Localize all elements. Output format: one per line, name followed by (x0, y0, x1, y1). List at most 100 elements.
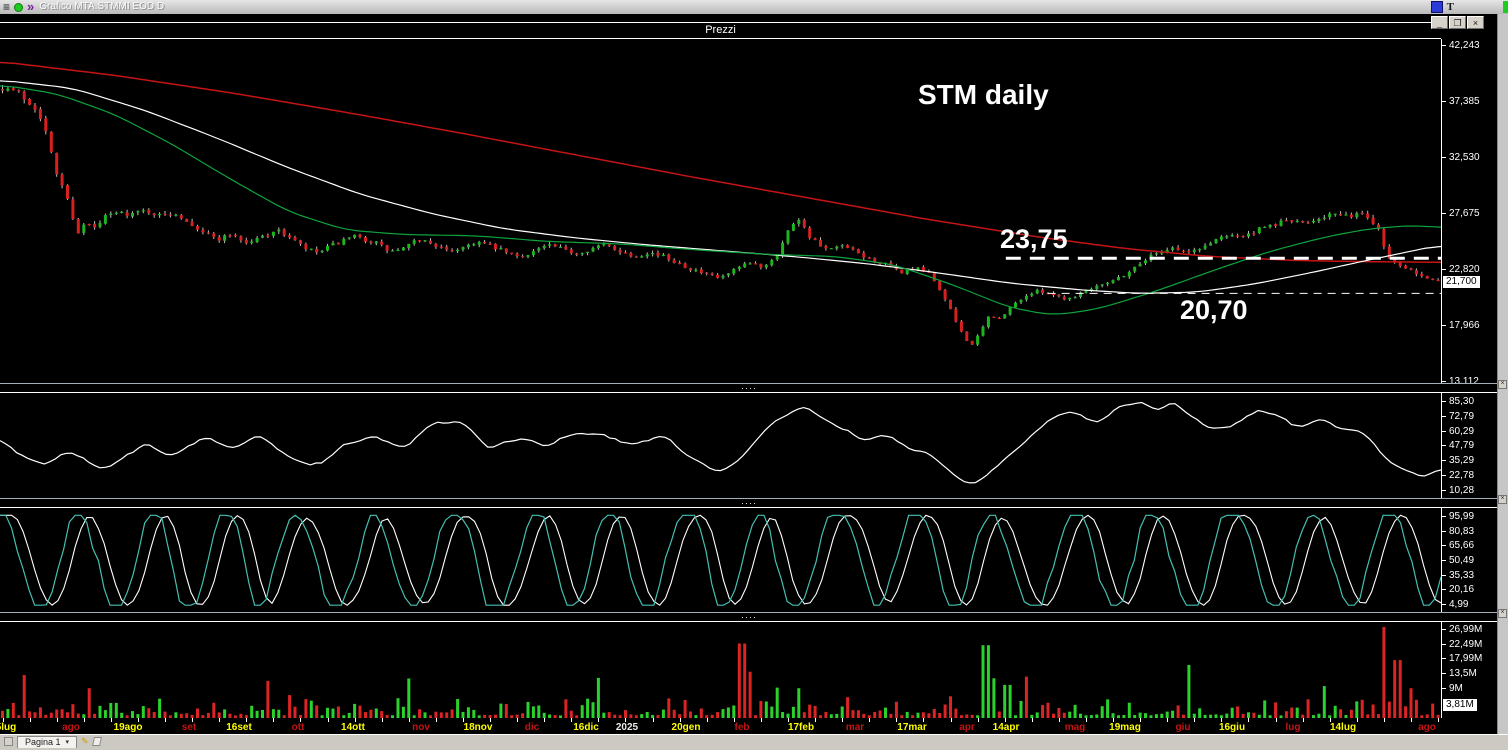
date-tick (1167, 718, 1168, 722)
price-chart[interactable] (0, 39, 1441, 383)
date-tick (1330, 718, 1331, 722)
rsi-axis-label: 85,30 (1449, 396, 1475, 407)
volume-axis-label: 13,5M (1449, 668, 1477, 679)
volume-axis-tick (1442, 658, 1446, 659)
date-tick (355, 718, 356, 722)
rsi-axis-label: 22,78 (1449, 470, 1475, 481)
stoch-axis-tick (1442, 531, 1446, 532)
rsi-axis-tick (1442, 401, 1446, 402)
date-tick (1384, 718, 1385, 722)
date-tick (653, 718, 654, 722)
stochastic-plot[interactable] (0, 508, 1441, 612)
date-label: 17mar (897, 722, 927, 733)
date-tick (273, 718, 274, 722)
stochastic-panel: 95,99 80,83 65,66 50,49 35,33 20,16 4,99 (0, 508, 1497, 612)
date-tick (734, 718, 735, 722)
panel-splitter[interactable] (0, 498, 1497, 508)
menu-icon[interactable]: ≡ (3, 0, 11, 14)
level-label-2070: 20,70 (1180, 295, 1248, 325)
volume-chart[interactable] (0, 622, 1441, 718)
minimize-button[interactable]: _ (1431, 16, 1448, 29)
date-axis[interactable]: 5lug ago 19ago set 16set ott 14ott nov 18nov dic 1… (0, 718, 1497, 734)
rsi-plot[interactable] (0, 393, 1441, 498)
price-panel-title: Prezzi (705, 24, 736, 36)
date-label: 14ott (341, 722, 365, 733)
date-tick (842, 718, 843, 722)
date-tick (111, 718, 112, 722)
date-tick (1032, 718, 1033, 722)
volume-plot[interactable] (0, 622, 1441, 718)
date-tick (978, 718, 979, 722)
stoch-axis-tick (1442, 575, 1446, 576)
rsi-axis-tick (1442, 445, 1446, 446)
maximize-button[interactable]: ❐ (1449, 16, 1466, 29)
volume-axis-tick (1442, 688, 1446, 689)
window-title: Grafico MTA.STMMI EOD D (39, 1, 165, 12)
date-label: 5lug (0, 722, 17, 733)
price-plot[interactable]: STM daily 23,75 20,70 (0, 39, 1441, 383)
chevrons-icon: » (27, 0, 34, 14)
text-tool-icon[interactable]: T (1446, 1, 1454, 13)
date-label: ago (62, 722, 80, 733)
date-tick (544, 718, 545, 722)
price-axis-label: 37,385 (1449, 96, 1480, 107)
price-axis[interactable]: 42,243 37,385 32,530 27,675 22,820 17,966 13,1… (1441, 39, 1497, 387)
panel-splitter[interactable] (0, 383, 1497, 393)
price-axis-label: 42,243 (1449, 40, 1480, 51)
date-label: lug (1285, 722, 1301, 733)
volume-bars-layer (1, 627, 1440, 718)
close-panel-button[interactable]: × (1498, 380, 1507, 389)
date-tick (3, 718, 4, 722)
tab-nav-button[interactable] (4, 737, 13, 746)
price-axis-tick (1442, 213, 1446, 214)
date-label: mar (845, 722, 865, 733)
date-tick (815, 718, 816, 722)
volume-axis[interactable]: 26,99M 22,49M 17,99M 13,5M 9M 3,81M (1441, 622, 1497, 718)
date-tick (1221, 718, 1222, 722)
date-tick (57, 718, 58, 722)
date-label: set (181, 722, 197, 733)
price-axis-label: 27,675 (1449, 208, 1480, 219)
price-axis-label: 32,530 (1449, 152, 1480, 163)
page-tab[interactable]: Pagina 1 ▾ (17, 736, 78, 748)
date-tick (1357, 718, 1358, 722)
chart-annotation: STM daily (918, 79, 1049, 110)
stoch-axis-label: 50,49 (1449, 555, 1475, 566)
stochastic-axis[interactable]: 95,99 80,83 65,66 50,49 35,33 20,16 4,99 (1441, 508, 1497, 612)
rsi-axis-tick (1442, 490, 1446, 491)
date-tick (192, 718, 193, 722)
rsi-chart[interactable] (0, 393, 1441, 498)
stochastic-chart[interactable] (0, 508, 1441, 612)
date-tick (84, 718, 85, 722)
date-label: 18nov (463, 722, 493, 733)
date-tick (761, 718, 762, 722)
rsi-axis-label: 72,79 (1449, 411, 1475, 422)
date-label: feb (734, 722, 750, 733)
stoch-k-line (0, 514, 1441, 606)
volume-axis-tick (1442, 673, 1446, 674)
price-panel: STM daily 23,75 20,70 42,243 37,385 32,530… (0, 39, 1497, 387)
close-button[interactable]: × (1467, 16, 1484, 29)
new-page-icon[interactable] (91, 737, 102, 746)
rsi-axis-tick (1442, 431, 1446, 432)
rsi-axis[interactable]: 85,30 72,79 60,29 47,79 35,29 22,78 10,28 (1441, 393, 1497, 498)
date-tick (598, 718, 599, 722)
price-axis-tick (1442, 269, 1446, 270)
stoch-axis-label: 35,33 (1449, 570, 1475, 581)
color-swatch-icon[interactable] (1430, 1, 1443, 13)
tab-dropdown-icon[interactable]: ▾ (65, 739, 70, 746)
right-gutter[interactable]: × × × (1497, 14, 1508, 734)
stoch-axis-label: 65,66 (1449, 540, 1475, 551)
date-tick (1276, 718, 1277, 722)
edit-page-icon[interactable]: ✎ (81, 736, 89, 746)
volume-axis-label: 26,99M (1449, 624, 1483, 635)
date-tick (409, 718, 410, 722)
panel-splitter[interactable] (0, 612, 1497, 622)
window-titlebar[interactable]: ≡ » Grafico MTA.STMMI EOD D T (0, 0, 1508, 14)
price-axis-label: 22,820 (1449, 264, 1480, 275)
close-panel-button[interactable]: × (1498, 495, 1507, 504)
rsi-axis-tick (1442, 475, 1446, 476)
close-panel-button[interactable]: × (1498, 609, 1507, 618)
date-label: 14apr (992, 722, 1020, 733)
date-tick (680, 718, 681, 722)
